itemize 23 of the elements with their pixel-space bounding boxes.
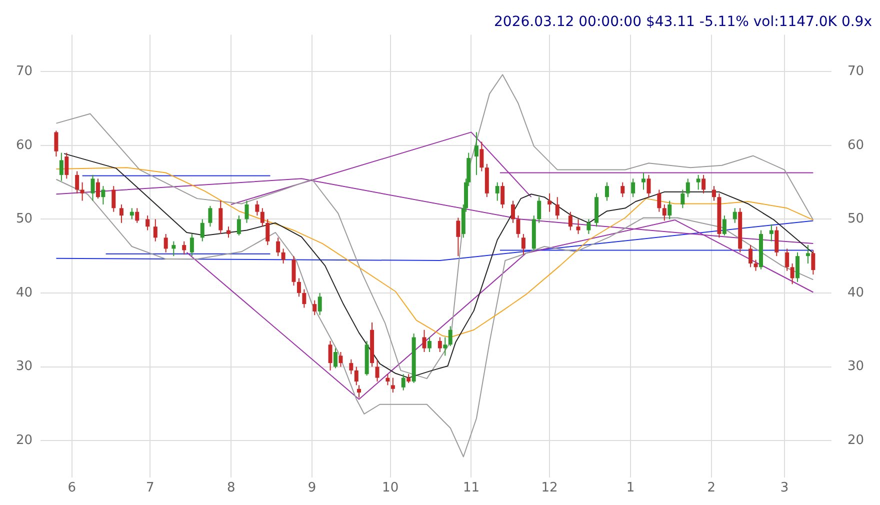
y-tick-label: 60	[16, 138, 33, 153]
y2-tick-label: 50	[847, 212, 864, 227]
y2-tick-label: 70	[847, 64, 864, 80]
y2-tick-label: 30	[847, 359, 864, 374]
y-tick-label: 40	[16, 285, 33, 300]
y-tick-label: 50	[16, 212, 33, 227]
x-tick-label: 8	[226, 480, 236, 496]
y2-tick-label: 40	[847, 285, 864, 300]
x-tick-label: 11	[462, 480, 480, 496]
y-tick-label: 70	[16, 64, 33, 80]
y2-tick-label: 60	[847, 138, 864, 153]
x-tick-label: 1	[626, 480, 635, 496]
x-tick-label: 10	[382, 480, 399, 496]
x-tick-label: 9	[308, 480, 316, 496]
x-tick-label: 6	[68, 480, 76, 496]
y2-tick-label: 20	[847, 432, 864, 448]
x-tick-label: 7	[146, 480, 154, 496]
y-tick-label: 20	[16, 432, 33, 448]
x-tick-label: 12	[541, 480, 558, 496]
y-tick-label: 30	[16, 359, 33, 374]
x-tick-label: 3	[780, 480, 789, 496]
chart-title: 2026.03.12 00:00:00 $43.11 -5.11% vol:1147.0K 0.9x	[494, 14, 872, 30]
x-tick-label: 2	[707, 480, 716, 496]
